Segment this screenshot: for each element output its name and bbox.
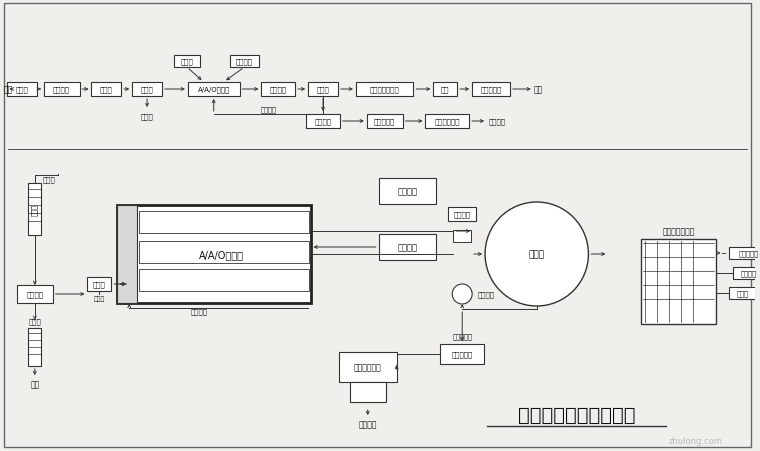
Text: 污泥脱水机房: 污泥脱水机房 (354, 363, 382, 372)
Bar (308, 83, 338, 97)
Bar (17, 285, 52, 304)
Bar (306, 115, 340, 129)
Text: 细格栅: 细格栅 (43, 176, 55, 183)
Text: zhulong.com: zhulong.com (669, 437, 723, 446)
Bar (87, 277, 111, 291)
Bar (261, 83, 295, 97)
Text: ─: ─ (721, 250, 726, 257)
Bar (448, 207, 476, 221)
Bar (641, 239, 716, 324)
Bar (356, 83, 413, 97)
Bar (729, 287, 756, 299)
Circle shape (452, 285, 472, 304)
Bar (453, 230, 471, 243)
Text: 污泥泵房: 污泥泵房 (454, 211, 470, 218)
Bar (426, 115, 469, 129)
Text: 污泥外运: 污泥外运 (489, 119, 505, 125)
Bar (367, 115, 403, 129)
Bar (91, 83, 122, 97)
Text: 变配电室: 变配电室 (397, 187, 417, 196)
Bar (378, 235, 436, 260)
Text: A/A/O生物池: A/A/O生物池 (198, 87, 230, 93)
Bar (28, 328, 41, 366)
Text: 沉砂池: 沉砂池 (141, 87, 154, 93)
Text: 污泥调节池: 污泥调节池 (452, 333, 472, 340)
Text: 细格栅: 细格栅 (100, 87, 112, 93)
Bar (117, 206, 137, 304)
Text: 滤水出口: 滤水出口 (740, 270, 756, 277)
Text: 配水井: 配水井 (93, 281, 106, 288)
Text: 提升泵房: 提升泵房 (53, 87, 70, 93)
Bar (433, 83, 458, 97)
Text: 粗格栅: 粗格栅 (28, 318, 41, 325)
Bar (138, 269, 309, 291)
Bar (733, 267, 760, 279)
Text: 二沉池: 二沉池 (529, 250, 545, 259)
Text: 回流污泥: 回流污泥 (190, 308, 207, 315)
Text: A/A/O生物池: A/A/O生物池 (199, 249, 244, 259)
Text: 进水: 进水 (30, 380, 40, 389)
Text: 污泥调节池: 污泥调节池 (451, 351, 473, 358)
Text: 出水控制井: 出水控制井 (739, 250, 758, 257)
Text: 回流污泥: 回流污泥 (261, 106, 277, 113)
Text: 消毒渠: 消毒渠 (736, 290, 749, 297)
Text: 鼓氧水井: 鼓氧水井 (270, 87, 287, 93)
Bar (188, 83, 239, 97)
Text: 混合絮凝沉淀池: 混合絮凝沉淀池 (662, 227, 695, 236)
Text: 污泥外运: 污泥外运 (359, 419, 377, 428)
Bar (132, 83, 162, 97)
Bar (230, 56, 259, 68)
Text: 滤池: 滤池 (441, 87, 450, 93)
Bar (378, 179, 436, 205)
Bar (350, 382, 385, 402)
Text: 污泥槽: 污泥槽 (31, 203, 38, 216)
Bar (339, 352, 397, 382)
Text: 二沉池: 二沉池 (317, 87, 329, 93)
Text: 鼓风机房: 鼓风机房 (236, 59, 253, 65)
Bar (138, 241, 309, 263)
Text: 出水: 出水 (534, 85, 543, 94)
Text: 格栅槽: 格栅槽 (15, 87, 28, 93)
Text: 污水及污泥处理流程图: 污水及污泥处理流程图 (518, 405, 635, 423)
Bar (117, 206, 311, 304)
Text: 鼓风机房: 鼓风机房 (397, 243, 417, 252)
Text: 提升泵房: 提升泵房 (27, 291, 43, 298)
Bar (472, 83, 510, 97)
Circle shape (485, 202, 588, 306)
Text: 污泥泵房: 污泥泵房 (315, 119, 331, 125)
Text: 进水: 进水 (3, 85, 13, 94)
Bar (44, 83, 80, 97)
Bar (440, 344, 484, 364)
Text: 出水控制井: 出水控制井 (480, 87, 502, 93)
Bar (28, 184, 41, 235)
Text: 配水井: 配水井 (93, 295, 105, 301)
Text: 集配水井: 集配水井 (478, 291, 495, 298)
Text: 污泥脱水机房: 污泥脱水机房 (435, 119, 460, 125)
Bar (7, 83, 36, 97)
Text: 砂外运: 砂外运 (141, 114, 154, 120)
Bar (174, 56, 200, 68)
Text: 空压机: 空压机 (180, 59, 193, 65)
Text: 混合絮凝沉淀池: 混合絮凝沉淀池 (370, 87, 400, 93)
Bar (729, 248, 760, 259)
Bar (138, 212, 309, 234)
Text: 污泥调节池: 污泥调节池 (374, 119, 395, 125)
